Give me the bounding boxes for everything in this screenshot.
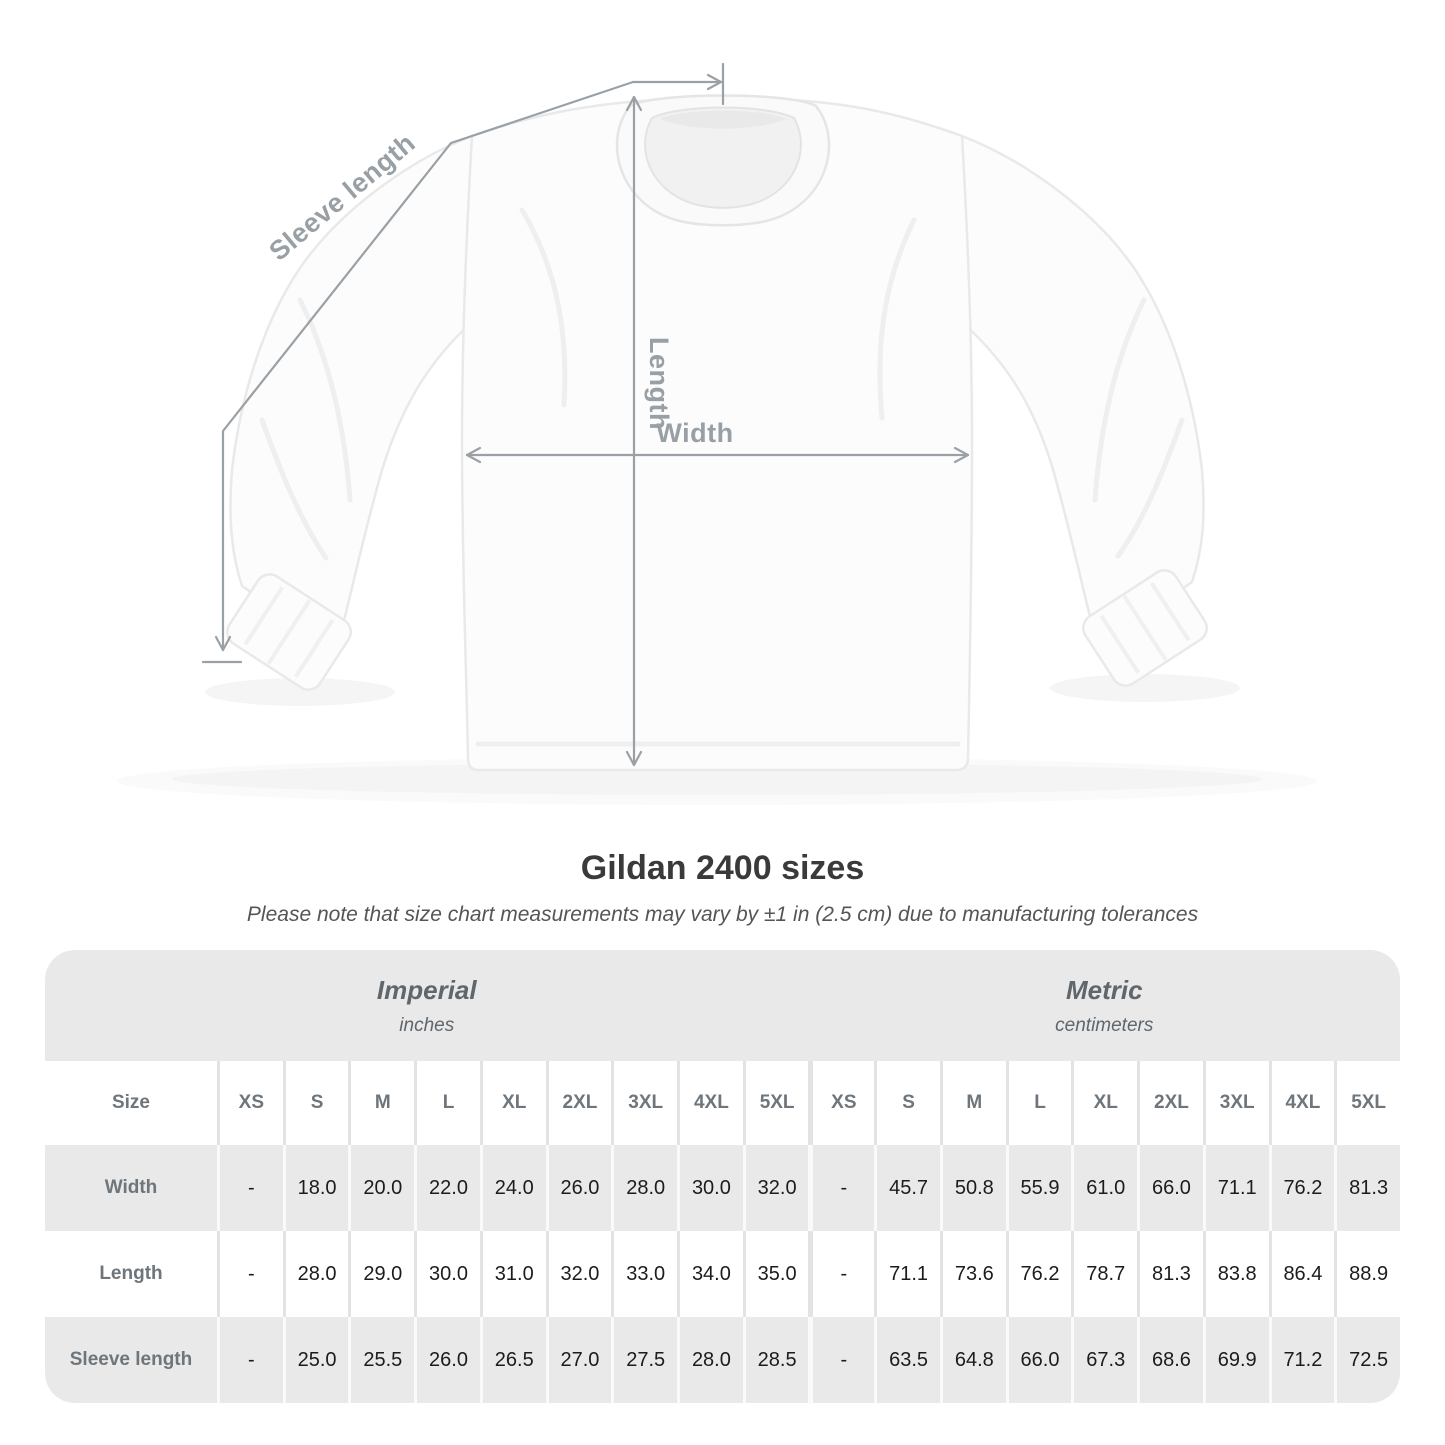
metric-value-cell: 81.3	[1137, 1231, 1203, 1317]
metric-value-cell: 45.7	[874, 1145, 940, 1231]
metric-value-cell: 88.9	[1334, 1231, 1400, 1317]
imperial-value-cell: 28.0	[282, 1231, 349, 1317]
metric-value-cell: 64.8	[939, 1317, 1006, 1403]
imperial-value-cell: 30.0	[414, 1231, 480, 1317]
imperial-section-label: Imperial	[376, 974, 477, 1005]
imperial-value-cell: 26.0	[414, 1317, 480, 1403]
shirt-shadow	[117, 674, 1317, 805]
size-header-cell: 5XL	[1334, 1061, 1400, 1145]
measurement-row: Sleeve length -25.0 25.5 26.0 26.5 27.0 27.5 28…	[45, 1317, 1400, 1403]
imperial-value-cell: -	[217, 1145, 283, 1231]
row-label-cell: Length	[99, 1263, 163, 1284]
metric-value-cell: -	[808, 1231, 874, 1317]
size-header-cell: M	[939, 1061, 1006, 1145]
size-chart-table: Imperial inches Metric centimeters Size X…	[45, 950, 1400, 1403]
imperial-value-cell: 32.0	[742, 1145, 809, 1231]
metric-value-cell: -	[808, 1145, 874, 1231]
imperial-value-cell: 25.0	[282, 1317, 349, 1403]
metric-value-cell: 50.8	[939, 1145, 1006, 1231]
metric-value-cell: 81.3	[1334, 1145, 1400, 1231]
length-label: Length	[644, 337, 674, 430]
sleeve-length-arrow	[201, 62, 725, 664]
metric-value-cell: 66.0	[1137, 1145, 1203, 1231]
row-label-cell: Sleeve length	[69, 1349, 193, 1370]
imperial-value-cell: 33.0	[611, 1231, 677, 1317]
size-header-cell: 3XL	[611, 1061, 677, 1145]
size-header-cell: L	[414, 1061, 480, 1145]
metric-value-cell: 55.9	[1005, 1145, 1072, 1231]
imperial-value-cell: 28.5	[742, 1317, 809, 1403]
page-title: Gildan 2400 sizes	[580, 849, 865, 887]
metric-section-unit: centimeters	[1055, 1014, 1154, 1036]
shirt-size-diagram: Sleeve length Length Width	[117, 62, 1317, 805]
measurement-row: Width -18.0 20.0 22.0 24.0 26.0 28.0 30.0 32.0-4…	[45, 1145, 1400, 1231]
tolerance-note: Please note that size chart measurements…	[246, 903, 1199, 926]
metric-value-cell: 61.0	[1071, 1145, 1137, 1231]
imperial-value-cell: 26.0	[545, 1145, 612, 1231]
imperial-value-cell: 24.0	[479, 1145, 546, 1231]
metric-value-cell: 73.6	[939, 1231, 1006, 1317]
size-header-cell: XS	[808, 1061, 874, 1145]
metric-value-cell: 72.5	[1334, 1317, 1400, 1403]
imperial-value-cell: 20.0	[348, 1145, 414, 1231]
metric-value-cell: 67.3	[1071, 1317, 1137, 1403]
metric-value-cell: 86.4	[1268, 1231, 1335, 1317]
metric-value-cell: 68.6	[1137, 1317, 1203, 1403]
width-label: Width	[656, 418, 733, 448]
unit-section-header: Imperial inches Metric centimeters	[45, 950, 1400, 1061]
size-header-cell: XS	[217, 1061, 283, 1145]
metric-value-cell: -	[808, 1317, 874, 1403]
imperial-value-cell: -	[217, 1317, 283, 1403]
imperial-value-cell: 31.0	[479, 1231, 546, 1317]
size-header-cell: XL	[479, 1061, 546, 1145]
length-arrow	[625, 95, 643, 767]
imperial-section-header: Imperial inches	[45, 950, 809, 1061]
size-header-cell: 4XL	[677, 1061, 743, 1145]
size-column-header: Size	[111, 1092, 151, 1113]
size-header-cell: S	[874, 1061, 940, 1145]
measurement-row: Length -28.0 29.0 30.0 31.0 32.0 33.0 34.0 35.0-…	[45, 1231, 1400, 1317]
imperial-value-cell: 32.0	[545, 1231, 612, 1317]
size-header-cell: 4XL	[1268, 1061, 1335, 1145]
metric-value-cell: 69.9	[1202, 1317, 1269, 1403]
metric-value-cell: 63.5	[874, 1317, 940, 1403]
imperial-value-cell: 29.0	[348, 1231, 414, 1317]
metric-value-cell: 78.7	[1071, 1231, 1137, 1317]
size-header-cell: L	[1005, 1061, 1072, 1145]
imperial-value-cell: 27.0	[545, 1317, 612, 1403]
long-sleeve-shirt	[226, 94, 1208, 772]
metric-value-cell: 76.2	[1268, 1145, 1335, 1231]
metric-value-cell: 83.8	[1202, 1231, 1269, 1317]
size-header-row: Size XS S M L XL 2XL 3XL 4XL 5XL XS S M L XL 2XL 3XL 4XL 5…	[45, 1061, 1400, 1145]
imperial-section-unit: inches	[399, 1014, 455, 1036]
imperial-value-cell: 28.0	[677, 1317, 743, 1403]
size-header-cell: 2XL	[545, 1061, 612, 1145]
imperial-value-cell: 35.0	[742, 1231, 809, 1317]
size-header-cell: XL	[1071, 1061, 1137, 1145]
size-header-cell: M	[348, 1061, 414, 1145]
metric-section-label: Metric	[1065, 974, 1143, 1005]
size-header-cell: S	[282, 1061, 349, 1145]
size-header-cell: 5XL	[742, 1061, 809, 1145]
imperial-value-cell: 22.0	[414, 1145, 480, 1231]
imperial-value-cell: 28.0	[611, 1145, 677, 1231]
imperial-value-cell: -	[217, 1231, 283, 1317]
metric-value-cell: 76.2	[1005, 1231, 1072, 1317]
width-arrow	[465, 446, 970, 464]
imperial-value-cell: 30.0	[677, 1145, 743, 1231]
imperial-value-cell: 27.5	[611, 1317, 677, 1403]
metric-value-cell: 71.2	[1268, 1317, 1335, 1403]
imperial-value-cell: 26.5	[479, 1317, 546, 1403]
row-label-cell: Width	[104, 1177, 158, 1198]
metric-value-cell: 71.1	[1202, 1145, 1269, 1231]
imperial-value-cell: 18.0	[282, 1145, 349, 1231]
imperial-value-cell: 34.0	[677, 1231, 743, 1317]
imperial-value-cell: 25.5	[348, 1317, 414, 1403]
size-table-body: Size XS S M L XL 2XL 3XL 4XL 5XL XS S M L XL 2XL 3XL 4XL 5…	[45, 1061, 1400, 1403]
metric-value-cell: 71.1	[874, 1231, 940, 1317]
size-header-cell: 3XL	[1202, 1061, 1269, 1145]
metric-section-header: Metric centimeters	[809, 950, 1400, 1061]
size-header-cell: 2XL	[1137, 1061, 1203, 1145]
metric-value-cell: 66.0	[1005, 1317, 1072, 1403]
